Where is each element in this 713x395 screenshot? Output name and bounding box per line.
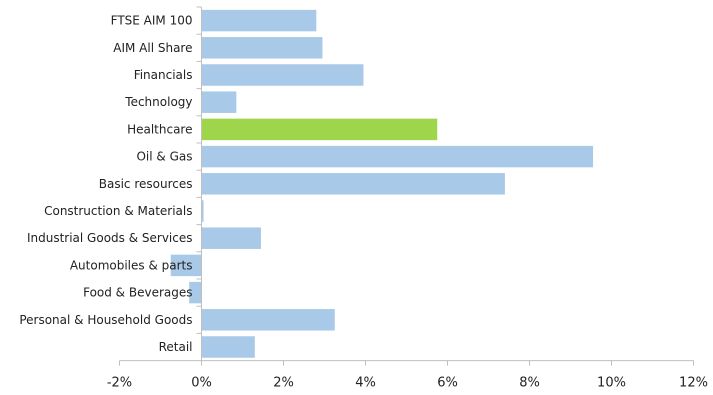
bar-automobiles-and-parts — [170, 254, 202, 277]
category-label-construction-and-materials: Construction & Materials — [44, 204, 192, 218]
category-label-ftse-aim-100: FTSE AIM 100 — [111, 14, 193, 28]
bar-industrial-goods-and-services — [201, 227, 261, 249]
category-labels: FTSE AIM 100 AIM All Share Financials Techn… — [19, 14, 192, 354]
x-tick-label: 4% — [355, 376, 376, 391]
bar-retail — [201, 336, 255, 358]
category-label-basic-resources: Basic resources — [99, 177, 193, 191]
bar-healthcare — [201, 118, 438, 141]
bar-basic-resources — [201, 173, 505, 195]
x-tick-label: 6% — [437, 376, 458, 391]
axes-group — [119, 6, 694, 366]
category-label-technology: Technology — [124, 95, 192, 109]
category-label-healthcare: Healthcare — [127, 122, 192, 136]
x-tick-label: 8% — [519, 376, 540, 391]
x-tick-label: 0% — [191, 376, 212, 391]
bar-personal-and-household-goods — [201, 309, 335, 331]
bar-financials — [201, 64, 364, 86]
x-tick-label: 2% — [273, 376, 294, 391]
x-tick-labels: -2% 0% 2% 4% 6% 8% 10% 12% — [107, 376, 708, 391]
bar-technology — [201, 91, 237, 113]
x-tick-label: 12% — [679, 376, 708, 391]
bar-aim-all-share — [201, 37, 323, 59]
category-label-aim-all-share: AIM All Share — [113, 41, 192, 55]
category-label-financials: Financials — [134, 68, 193, 82]
bar-ftse-aim-100 — [201, 9, 317, 32]
category-label-retail: Retail — [159, 340, 193, 354]
category-label-industrial-goods-and-services: Industrial Goods & Services — [27, 231, 193, 245]
bars-group — [170, 9, 594, 358]
x-tick-label: 10% — [597, 376, 626, 391]
bar-oil-and-gas — [201, 145, 594, 168]
category-label-automobiles-and-parts: Automobiles & parts — [70, 258, 193, 272]
bar-food-and-beverages — [189, 281, 202, 304]
category-label-personal-and-household-goods: Personal & Household Goods — [19, 313, 192, 327]
category-label-food-and-beverages: Food & Beverages — [83, 286, 192, 300]
category-label-oil-and-gas: Oil & Gas — [136, 150, 192, 164]
x-tick-label: -2% — [107, 376, 132, 391]
bar-construction-and-materials — [201, 200, 204, 222]
